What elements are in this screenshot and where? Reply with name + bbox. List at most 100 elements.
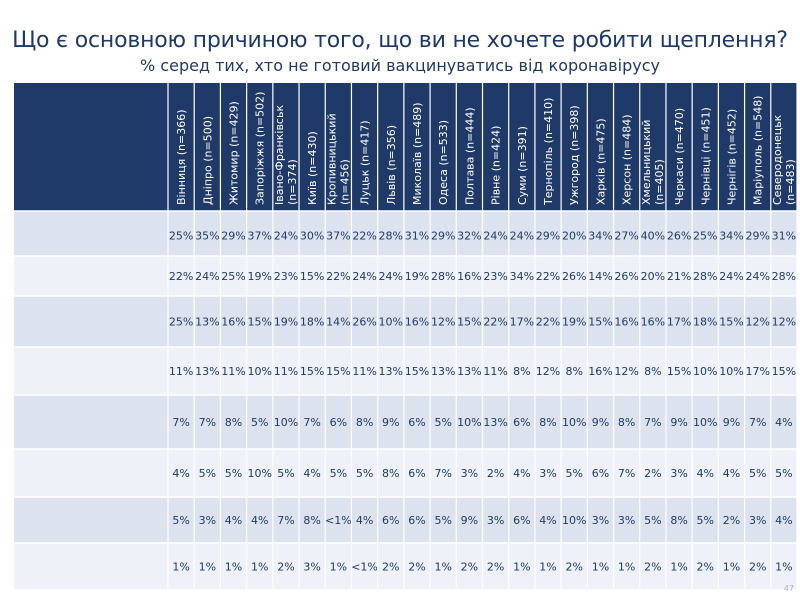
table-cell: 12% <box>772 316 796 329</box>
table-cell: 17% <box>510 316 534 329</box>
table-cell: 3% <box>670 467 687 480</box>
table-cell: 7% <box>644 416 661 429</box>
table-cell: 12% <box>536 365 560 378</box>
table-cell: 3% <box>303 561 320 574</box>
table-cell: 9% <box>670 416 687 429</box>
column-header: Ужгород (n=398) <box>568 105 581 205</box>
table-cell: 20% <box>562 230 586 243</box>
table-cell: 7% <box>303 416 320 429</box>
table-cell: 4% <box>225 514 242 527</box>
table-cell: 5% <box>172 514 189 527</box>
table-cell: 24% <box>379 270 403 283</box>
column-header: Дніпро (n=500) <box>201 116 214 205</box>
table-cell: 7% <box>434 467 451 480</box>
table-cell: 15% <box>772 365 796 378</box>
table-cell: 8% <box>670 514 687 527</box>
table-cell: 10% <box>693 365 717 378</box>
table-cell: 3% <box>592 514 609 527</box>
column-header: Львів (n=356) <box>385 125 398 205</box>
table-cell: 4% <box>775 416 792 429</box>
table-cell: 40% <box>641 230 665 243</box>
table-cell: 35% <box>195 230 219 243</box>
table-cell: 9% <box>592 416 609 429</box>
table-cell: 13% <box>195 316 219 329</box>
table-cell: 10% <box>693 416 717 429</box>
table-cell: 16% <box>641 316 665 329</box>
table-cell: 8% <box>566 365 583 378</box>
table-cell: 18% <box>693 316 717 329</box>
table-cell: 34% <box>510 270 534 283</box>
table-cell: 13% <box>195 365 219 378</box>
table-cell: 14% <box>588 270 612 283</box>
table-cell: 4% <box>539 514 556 527</box>
table-cell: 2% <box>749 561 766 574</box>
table-cell: 26% <box>667 230 691 243</box>
column-header: Чернігів (n=452) <box>725 109 738 205</box>
table-cell: 5% <box>644 514 661 527</box>
table-cell: 8% <box>644 365 661 378</box>
table-cell: 3% <box>618 514 635 527</box>
table-cell: 25% <box>169 230 193 243</box>
table-cell: 8% <box>356 416 373 429</box>
table-cell: 15% <box>588 316 612 329</box>
table-cell: 1% <box>592 561 609 574</box>
table-cell: 26% <box>562 270 586 283</box>
table-cell: 7% <box>172 416 189 429</box>
table-cell: 5% <box>566 467 583 480</box>
table-cell: 15% <box>326 365 350 378</box>
table-cell: 31% <box>405 230 429 243</box>
table-cell: 32% <box>457 230 481 243</box>
table-cell: 10% <box>379 316 403 329</box>
column-header: Черкаси (n=470) <box>673 108 686 205</box>
table-cell: 6% <box>592 467 609 480</box>
column-header: Житомир (n=429) <box>228 101 241 205</box>
table-cell: 4% <box>356 514 373 527</box>
table-cell: 28% <box>431 270 455 283</box>
table-cell: 22% <box>326 270 350 283</box>
column-header: Миколаїв (n=489) <box>411 102 424 205</box>
column-header: Северодонецьк(n=483) <box>771 114 797 205</box>
chart-title: Що є основною причиною того, що ви не хо… <box>12 28 788 53</box>
table-cell: 20% <box>641 270 665 283</box>
table-cell: 4% <box>723 467 740 480</box>
table-cell: 6% <box>408 416 425 429</box>
table-cell: 28% <box>379 230 403 243</box>
table-cell: 6% <box>408 467 425 480</box>
page-number: 47 <box>783 584 794 593</box>
table-cell: 1% <box>330 561 347 574</box>
table-cell: 8% <box>303 514 320 527</box>
table-cell: 6% <box>382 514 399 527</box>
table-cell: 5% <box>775 467 792 480</box>
table-cell: 15% <box>719 316 743 329</box>
table-cell: 3% <box>539 467 556 480</box>
table-cell: 4% <box>251 514 268 527</box>
table-cell: 15% <box>405 365 429 378</box>
table-cell: 5% <box>330 467 347 480</box>
table-cell: 5% <box>749 467 766 480</box>
table-cell: 22% <box>536 270 560 283</box>
table-cell: 11% <box>274 365 298 378</box>
table-cell: 5% <box>697 514 714 527</box>
table-cell: 21% <box>667 270 691 283</box>
column-header: Суми (n=391) <box>516 126 529 205</box>
table-cell: 5% <box>225 467 242 480</box>
table-cell: 7% <box>749 416 766 429</box>
table-cell: 4% <box>775 514 792 527</box>
table-cell: 7% <box>199 416 216 429</box>
table-cell: 10% <box>248 365 272 378</box>
table-cell: 8% <box>225 416 242 429</box>
table-cell: 28% <box>693 270 717 283</box>
table-cell: 28% <box>772 270 796 283</box>
table-cell: 9% <box>382 416 399 429</box>
table-cell: 24% <box>745 270 769 283</box>
chart-subtitle: % серед тих, хто не готовий вакцинуватис… <box>140 56 660 75</box>
table-cell: 9% <box>461 514 478 527</box>
table-cell: 29% <box>536 230 560 243</box>
table-cell: 6% <box>513 416 530 429</box>
column-header: Київ (n=430) <box>306 131 319 205</box>
table-cell: 5% <box>199 467 216 480</box>
table-cell: 24% <box>274 230 298 243</box>
table-cell: 7% <box>618 467 635 480</box>
table-cell: 2% <box>723 514 740 527</box>
table-cell: 3% <box>199 514 216 527</box>
